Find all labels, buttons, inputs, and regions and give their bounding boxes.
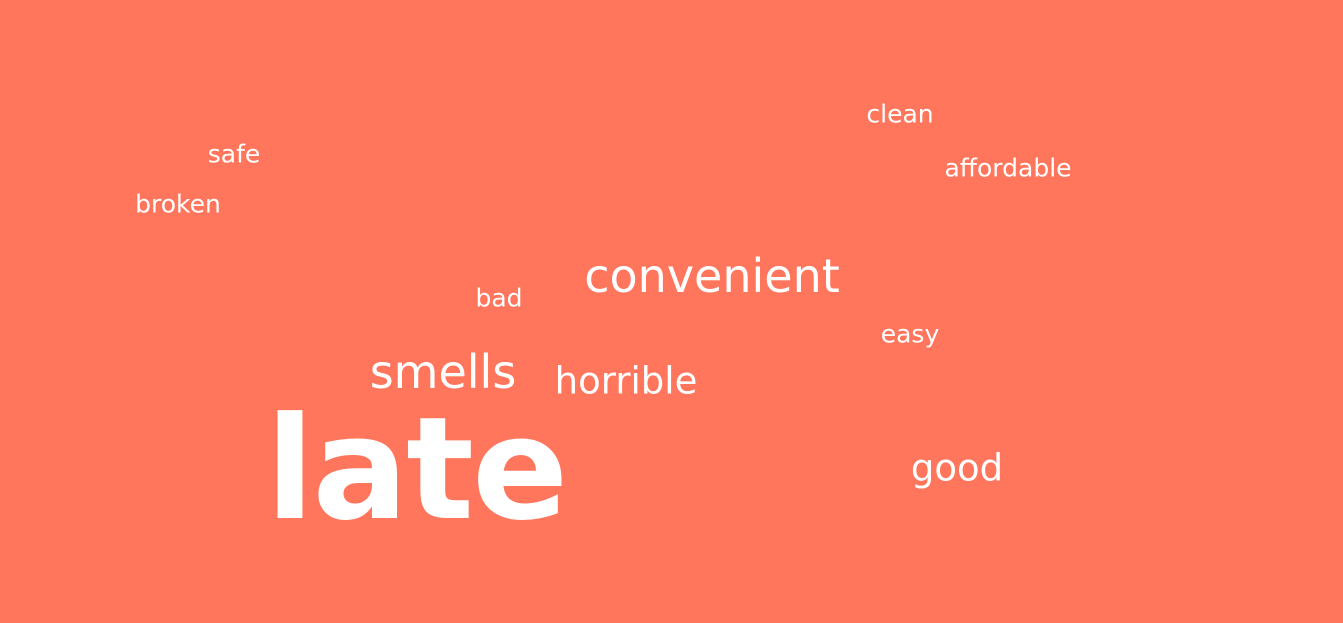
word-clean: clean [866,99,934,129]
word-affordable: affordable [944,153,1072,183]
word-safe: safe [207,139,261,169]
word-late: late [265,387,569,552]
word-horrible: horrible [554,359,698,403]
word-convenient: convenient [584,249,840,303]
word-smells: smells [369,345,517,399]
word-easy: easy [880,319,940,349]
word-good: good [910,446,1004,490]
word-broken: broken [135,189,221,219]
word-bad: bad [475,283,523,313]
